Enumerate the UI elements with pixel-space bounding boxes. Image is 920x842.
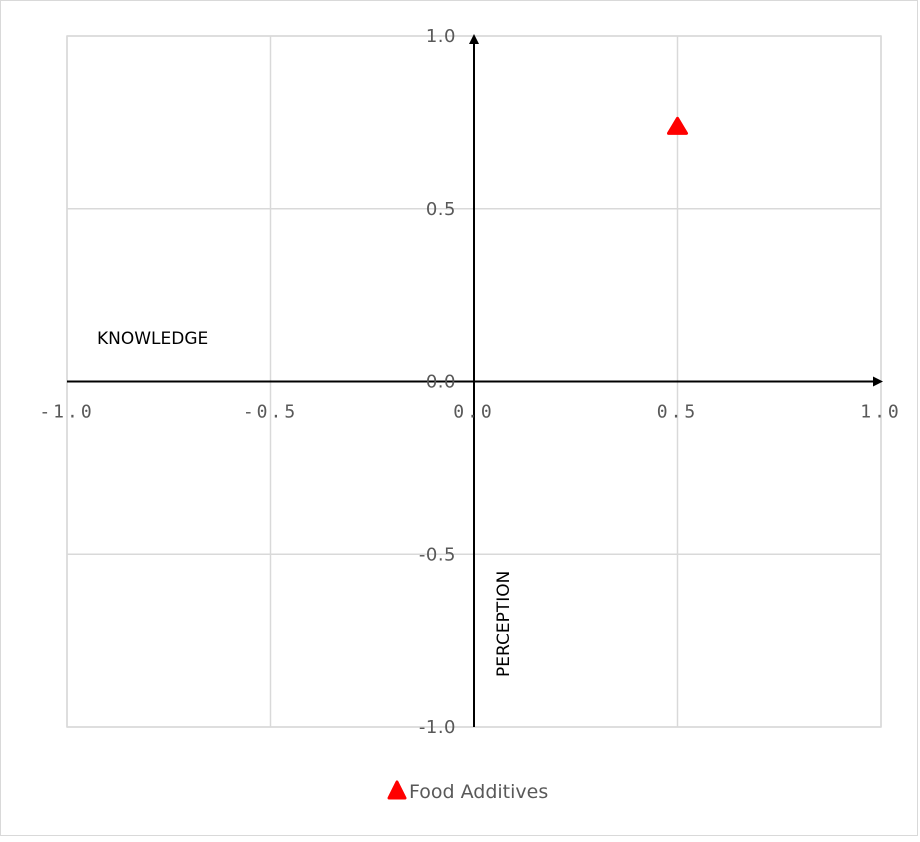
x-tick-label: -0.5 (243, 402, 298, 423)
tick-labels: -1.0 -0.5 0.0 0.5 1.0 -1.0 -0.5 0.0 0.5 1.0 (39, 26, 902, 738)
y-axis-title: PERCEPTION (494, 571, 514, 677)
legend[interactable]: Food Additives (387, 780, 548, 803)
legend-marker-triangle-icon (387, 780, 407, 800)
y-tick-label: 0.5 (426, 199, 456, 220)
data-point-triangle (667, 116, 688, 135)
x-tick-label: 1.0 (860, 402, 902, 423)
axes (67, 34, 883, 727)
x-tick-label: 0.0 (453, 402, 495, 423)
x-tick-label: -1.0 (39, 402, 94, 423)
data-points (667, 116, 688, 135)
x-tick-label: 0.5 (657, 402, 699, 423)
y-tick-label: 1.0 (426, 26, 456, 47)
y-tick-label: 0.0 (426, 372, 456, 393)
legend-label: Food Additives (409, 781, 548, 803)
x-axis-title: KNOWLEDGE (97, 329, 208, 349)
y-tick-label: -1.0 (419, 717, 456, 738)
y-tick-label: -0.5 (419, 544, 456, 565)
